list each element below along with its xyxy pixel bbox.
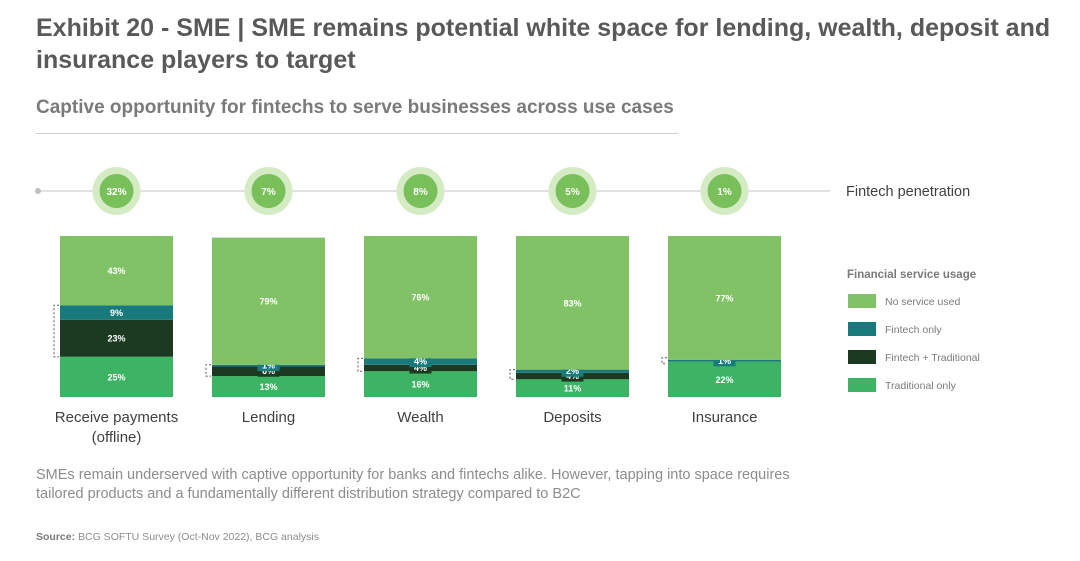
bar-value-label: 6%: [262, 366, 275, 376]
bar-value-label: 16%: [411, 380, 429, 390]
bar-value-label: 9%: [110, 308, 123, 318]
bar-label-box: [409, 362, 432, 374]
legend-title: Financial service usage: [847, 269, 976, 281]
bar-value-label: 1%: [718, 356, 731, 366]
legend: Financial service usage No service used Fi…: [847, 269, 980, 392]
penetration-bubble: [99, 174, 134, 208]
bar-segment: [60, 236, 173, 306]
legend-label: Fintech only: [885, 324, 942, 336]
legend-label: No service used: [885, 296, 960, 308]
footnote: SMEs remain underserved with captive opp…: [36, 467, 790, 502]
bar-segment: [60, 356, 173, 397]
category-label: Insurance: [692, 409, 758, 426]
bar-value-label: 77%: [715, 293, 733, 303]
bar-segment: [60, 319, 173, 357]
bar-segment: [668, 236, 781, 360]
bar-segment: [60, 305, 173, 320]
bar-label-box: [409, 356, 432, 368]
penetration-value: 5%: [565, 187, 580, 198]
fintech-bracket: [357, 357, 363, 372]
source-line: Source: BCG SOFTU Survey (Oct-Nov 2022),…: [36, 531, 319, 543]
bar-segment: [364, 236, 477, 359]
bar-value-label: 2%: [566, 366, 579, 376]
stacked-bar-chart: Fintech penetration 32% 7% 8% 5% 1% 25% 23% 9% 4…: [35, 167, 980, 446]
penetration-bubble: [555, 174, 590, 208]
fintech-bracket: [509, 369, 515, 380]
bar-value-label: 22%: [715, 375, 733, 385]
penetration-value: 7%: [261, 187, 276, 198]
bar-value-label: 83%: [563, 298, 581, 308]
bar-label-box: [561, 365, 584, 377]
fintech-bracket: [205, 364, 211, 377]
legend-label: Traditional only: [885, 380, 957, 392]
penetration-value: 8%: [413, 187, 428, 198]
penetration-bubble: [251, 174, 286, 208]
category-label: Wealth: [397, 409, 443, 426]
bar-label-box: [257, 360, 280, 372]
legend-swatch: [848, 350, 876, 364]
penetration-bubble: [403, 174, 438, 208]
bar-value-label: 25%: [107, 372, 125, 382]
bar-value-label: 79%: [259, 297, 277, 307]
penetration-label: Fintech penetration: [846, 184, 970, 200]
category-label: Receive payments: [55, 409, 178, 426]
penetration-axis-dot: [35, 188, 41, 194]
bars-area: 25% 23% 9% 43% Receive payments (offline) 13% 6…: [53, 236, 781, 446]
legend-swatch: [848, 322, 876, 336]
legend-swatch: [848, 294, 876, 308]
bar-value-label: 1%: [262, 361, 275, 371]
bar-segment: [212, 237, 325, 365]
subtitle-divider: [36, 133, 678, 134]
bar-label-box: [713, 355, 736, 367]
fintech-bracket: [53, 304, 59, 358]
fintech-penetration-row: Fintech penetration 32% 7% 8% 5% 1%: [35, 167, 970, 215]
source-text: BCG SOFTU Survey (Oct-Nov 2022), BCG ana…: [78, 531, 319, 543]
category-label: Deposits: [543, 409, 601, 426]
penetration-value: 32%: [106, 187, 126, 198]
category-label: Lending: [242, 409, 295, 426]
category-label: (offline): [92, 429, 142, 446]
bar-segment: [668, 361, 781, 397]
fintech-bracket: [661, 357, 667, 365]
bar-segment: [516, 236, 629, 370]
bar-value-label: 13%: [259, 382, 277, 392]
bar-value-label: 23%: [107, 334, 125, 344]
bar-value-label: 76%: [411, 293, 429, 303]
bar-segment: [516, 379, 629, 397]
chart-title: Exhibit 20 - SME | SME remains potential…: [36, 14, 1051, 74]
penetration-value: 1%: [717, 187, 732, 198]
legend-label: Fintech + Traditional: [885, 352, 980, 364]
bar-value-label: 43%: [107, 266, 125, 276]
bar-segment: [212, 376, 325, 397]
bar-label-box: [257, 365, 280, 377]
bar-value-label: 11%: [564, 384, 582, 394]
bar-value-label: 4%: [414, 357, 427, 367]
bar-value-label: 4%: [414, 363, 427, 373]
legend-swatch: [848, 378, 876, 392]
source-label: Source:: [36, 531, 76, 543]
chart-subtitle: Captive opportunity for fintechs to serv…: [36, 97, 674, 118]
bar-segment: [364, 371, 477, 397]
penetration-bubble: [707, 174, 742, 208]
